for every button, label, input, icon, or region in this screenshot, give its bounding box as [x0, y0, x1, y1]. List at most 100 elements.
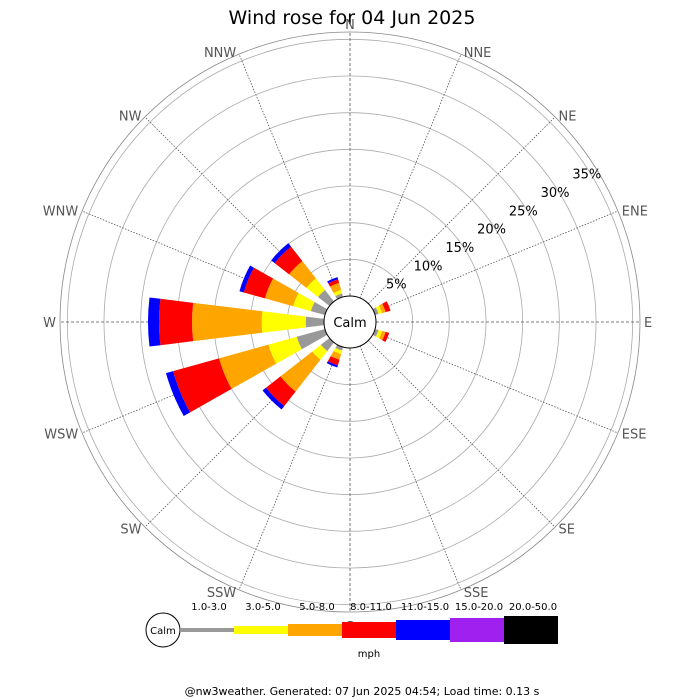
bar-w-4 [147, 297, 161, 347]
legend-label-4: 11.0-15.0 [401, 602, 449, 613]
direction-label-ese: ESE [622, 428, 647, 443]
direction-label-wsw: WSW [44, 428, 78, 443]
spoke-nne [359, 53, 462, 299]
ring-labels: 5% 10%15%20%25%30%35% [386, 168, 601, 293]
bar-ssw-2 [330, 351, 342, 360]
ring-label-10: 10% [414, 259, 443, 274]
bar-nw-1 [306, 278, 325, 297]
legend: Calm 1.0-3.0 3.0-5.0 5.0-8.0 8.0-11.0 11.0-15… [145, 602, 558, 660]
spoke-wsw [81, 331, 327, 434]
bar-w-3 [158, 298, 194, 346]
bar-ese-0 [372, 328, 379, 337]
legend-swatch-0 [180, 628, 234, 632]
legend-label-0: 1.0-3.0 [191, 602, 226, 613]
legend-label-3: 8.0-11.0 [350, 602, 392, 613]
bar-nw-3 [274, 246, 303, 275]
direction-labels: NNNENEENEEESESESSESSSWSWWSWWWNWNWNNW [43, 18, 652, 635]
ring-label-20: 20% [477, 223, 506, 238]
legend-swatch-2 [288, 624, 342, 636]
direction-label-w: W [43, 316, 56, 331]
outer-ring [59, 31, 641, 613]
ring-label-15: 15% [445, 241, 474, 256]
bar-wsw-0 [296, 328, 328, 350]
bar-ese-1 [375, 329, 383, 339]
bar-ene-0 [372, 307, 379, 316]
bar-nnw-3 [328, 279, 340, 287]
spoke-nnw [238, 53, 341, 299]
bar-sw-1 [312, 344, 328, 360]
bar-nnw-1 [333, 289, 343, 297]
legend-label-2: 5.0-8.0 [299, 602, 334, 613]
bar-nw-4 [271, 243, 292, 264]
bar-ssw-0 [335, 344, 344, 351]
bar-sw-2 [280, 351, 321, 392]
bar-ese-2 [379, 330, 386, 341]
spoke-ssw [238, 345, 341, 591]
bar-wsw-4 [165, 371, 191, 416]
bar-w-2 [192, 302, 263, 342]
ring-label-35: 35% [572, 168, 601, 183]
bar-ssw-3 [327, 356, 340, 366]
spoke-sw [144, 340, 332, 528]
chart-title: Wind rose for 04 Jun 2025 [229, 7, 476, 29]
bar-nnw-0 [335, 293, 344, 300]
bar-sw-3 [265, 376, 296, 407]
polar-grid [59, 31, 641, 613]
footer-text: @nw3weather. Generated: 07 Jun 2025 04:5… [185, 685, 540, 698]
bar-nnw-2 [329, 282, 342, 293]
ring-label-25: 25% [509, 204, 538, 219]
legend-swatch-6 [504, 616, 558, 644]
bar-wsw-3 [173, 358, 232, 413]
ring-label-30: 30% [541, 186, 570, 201]
direction-label-sw: SW [120, 522, 141, 537]
legend-unit: mph [358, 649, 380, 660]
direction-label-sse: SSE [464, 586, 489, 601]
legend-swatch-5 [450, 618, 504, 642]
bar-nw-0 [317, 289, 334, 306]
calm-label: Calm [333, 316, 366, 331]
spoke-se [368, 340, 556, 528]
spoke-wnw [81, 210, 327, 313]
bar-wnw-2 [264, 278, 299, 307]
spoke-ne [368, 116, 556, 304]
legend-swatch-4 [396, 620, 450, 640]
direction-label-wnw: WNW [43, 204, 79, 219]
ring-25 [140, 112, 560, 532]
bar-wnw-1 [293, 292, 315, 312]
direction-label-se: SE [558, 522, 574, 537]
direction-label-nw: NW [119, 110, 142, 125]
direction-label-ne: NE [558, 110, 576, 125]
direction-label-ssw: SSW [207, 586, 237, 601]
bar-sw-4 [262, 387, 285, 410]
spoke-nw [144, 116, 332, 304]
bar-ene-1 [375, 305, 383, 315]
spoke-ene [373, 210, 619, 313]
bar-wsw-2 [218, 344, 277, 389]
ring-label-5: 5% [386, 278, 407, 293]
legend-swatch-1 [234, 626, 288, 634]
bar-ene-3 [382, 301, 391, 313]
direction-label-n: N [345, 18, 355, 33]
legend-label-6: 20.0-50.0 [509, 602, 557, 613]
bar-nw-2 [289, 261, 316, 288]
bar-ese-3 [382, 331, 390, 343]
bar-ssw-1 [333, 347, 343, 355]
calm-circle: Calm [323, 295, 377, 349]
bar-sw-0 [320, 338, 334, 352]
legend-label-5: 15.0-20.0 [455, 602, 503, 613]
bar-ssw-4 [326, 361, 338, 368]
direction-label-e: E [644, 316, 652, 331]
spoke-ese [373, 331, 619, 434]
bar-wsw-1 [268, 336, 302, 364]
legend-label-1: 3.0-5.0 [245, 602, 280, 613]
bar-wnw-4 [239, 265, 254, 293]
direction-label-ene: ENE [622, 204, 648, 219]
bar-ene-2 [379, 303, 386, 314]
spoke-sse [359, 345, 462, 591]
direction-label-nnw: NNW [204, 46, 236, 61]
legend-calm-label: Calm [150, 626, 176, 637]
bar-wnw-0 [310, 301, 328, 316]
calm-center [323, 295, 377, 349]
bar-w-0 [305, 316, 325, 328]
